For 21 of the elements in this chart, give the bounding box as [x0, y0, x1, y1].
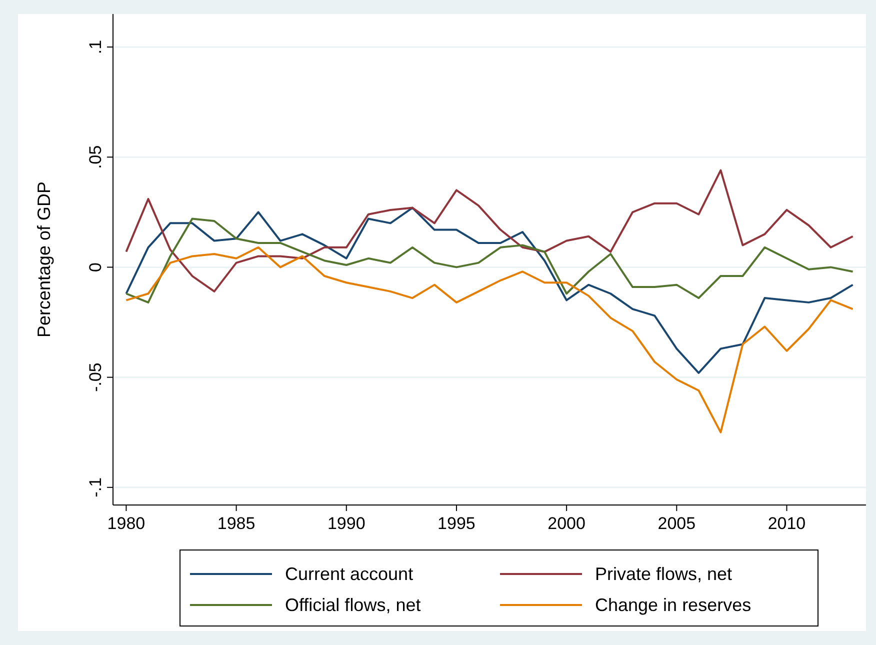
x-tick-label: 2005 [658, 514, 696, 533]
y-tick-label: .1 [86, 40, 105, 54]
legend-label: Official flows, net [285, 595, 421, 615]
x-tick-label: 1995 [438, 514, 476, 533]
x-tick-label: 2000 [548, 514, 586, 533]
line-series [125, 206, 854, 374]
legend-label: Private flows, net [595, 564, 732, 584]
x-tick-label: 1985 [217, 514, 256, 533]
y-tick-label: -.05 [86, 362, 105, 392]
y-tick-label: -.1 [86, 477, 105, 498]
line-series [125, 218, 854, 304]
y-tick-label: 0 [86, 262, 105, 272]
y-tick-label: .05 [86, 145, 105, 169]
line-series [125, 246, 854, 434]
legend-label: Change in reserves [595, 595, 752, 615]
x-tick-label: 1990 [327, 514, 366, 533]
x-tick-label: 2010 [768, 514, 806, 533]
line-series [125, 169, 854, 292]
y-axis-title: Percentage of GDP [34, 181, 54, 338]
x-tick-label: 1980 [107, 514, 146, 533]
legend-label: Current account [285, 564, 414, 584]
